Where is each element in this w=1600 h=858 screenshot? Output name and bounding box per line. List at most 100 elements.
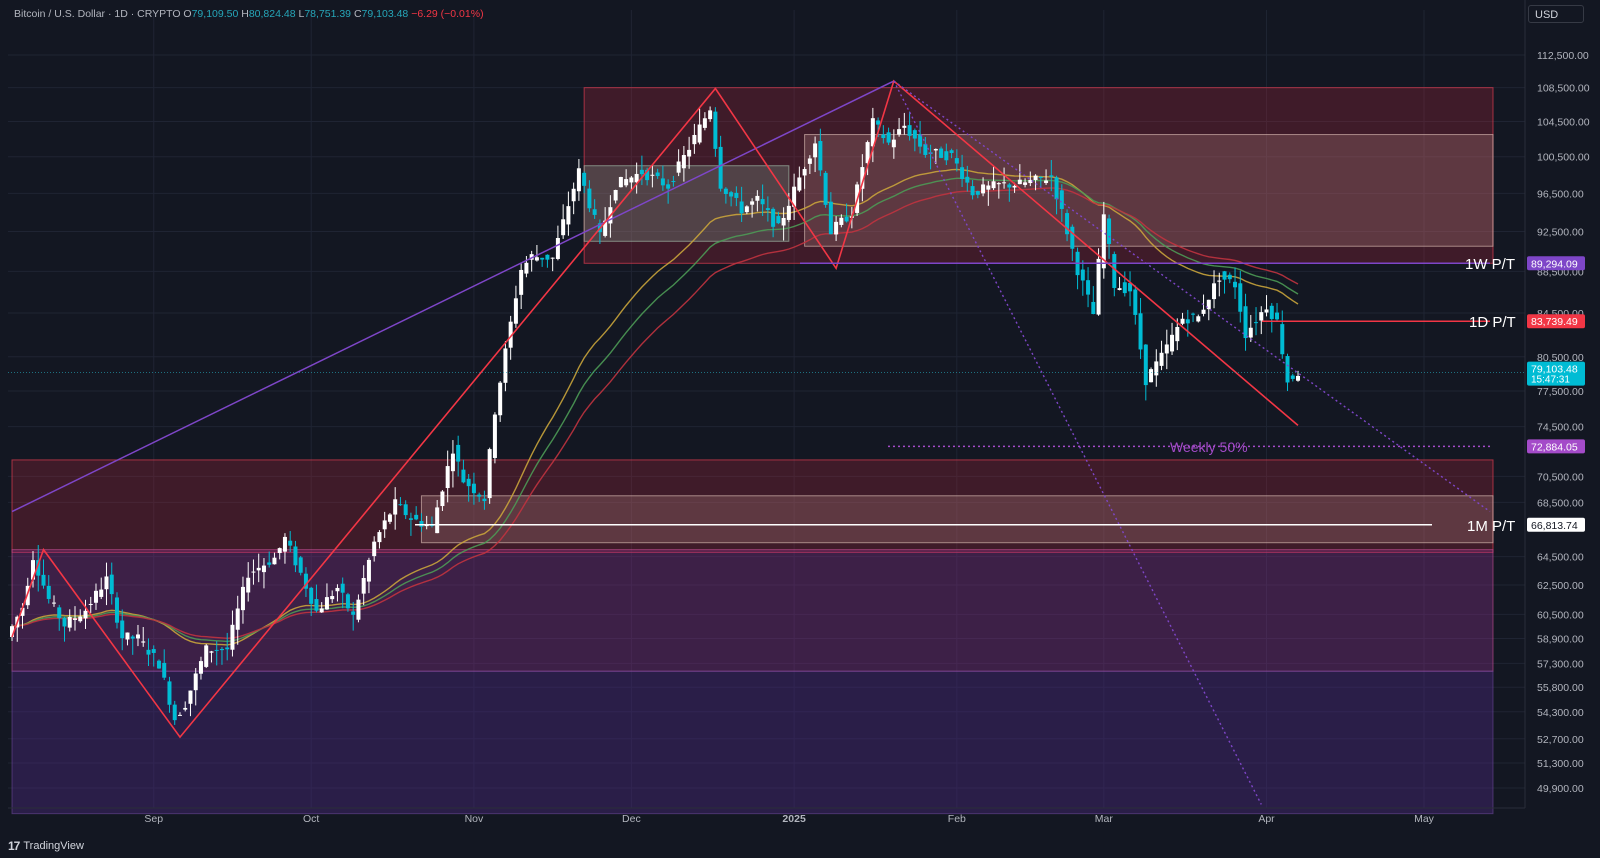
candle-body xyxy=(1128,282,1133,292)
candle-body xyxy=(256,567,261,571)
candle-body xyxy=(361,578,366,594)
candle-body xyxy=(933,148,938,151)
candle-body xyxy=(130,636,135,639)
candle-body xyxy=(1269,305,1274,319)
candle-body xyxy=(1086,280,1091,295)
candle-body xyxy=(141,641,146,643)
candle-body xyxy=(477,494,482,497)
candle-body xyxy=(786,205,791,220)
candle-body xyxy=(1017,179,1022,185)
candle-body xyxy=(78,616,83,622)
candle-body xyxy=(834,221,839,235)
candle-body xyxy=(314,599,319,611)
candle-body xyxy=(10,626,14,638)
candle-body xyxy=(403,504,408,516)
candle-body xyxy=(613,189,618,201)
zone-red xyxy=(583,87,1494,264)
candle-body xyxy=(944,151,949,161)
price-level-tag-text: 72,884.05 xyxy=(1531,441,1578,453)
candle-body xyxy=(571,188,576,202)
candle-body xyxy=(377,532,382,543)
candle-body xyxy=(765,208,770,211)
candle-body xyxy=(807,158,812,164)
candle-body xyxy=(739,201,744,214)
time-tick-label: Mar xyxy=(1095,813,1114,825)
candle-body xyxy=(324,597,329,610)
candle-body xyxy=(1290,375,1295,379)
time-tick-label: Sep xyxy=(144,813,163,825)
time-tick-label: May xyxy=(1414,813,1435,825)
candle-body xyxy=(996,183,1001,185)
candle-body xyxy=(471,483,476,494)
candle-body xyxy=(1217,280,1222,282)
candle-body xyxy=(723,188,728,194)
candle-body xyxy=(876,120,881,125)
time-tick-label: Nov xyxy=(465,813,484,825)
candle-body xyxy=(907,125,912,136)
open-value: 79,109.50 xyxy=(191,8,239,20)
candle-body xyxy=(1238,283,1243,312)
price-tick-label: 74,500.00 xyxy=(1537,422,1584,434)
currency-button[interactable]: USD xyxy=(1528,5,1584,23)
price-tick-label: 92,500.00 xyxy=(1537,226,1584,238)
candle-body xyxy=(251,571,256,573)
price-tick-label: 64,500.00 xyxy=(1537,552,1584,564)
candle-body xyxy=(204,645,209,667)
footer-brand: TradingView xyxy=(23,840,84,852)
price-tick-label: 100,500.00 xyxy=(1537,152,1590,164)
candle-body xyxy=(1175,327,1180,342)
candle-body xyxy=(881,134,886,139)
price-tick-label: 49,900.00 xyxy=(1537,783,1584,795)
candle-body xyxy=(718,146,723,189)
candle-body xyxy=(387,514,392,522)
candle-body xyxy=(839,217,844,225)
candle-body xyxy=(1038,176,1043,179)
candle-body xyxy=(634,173,639,183)
candle-body xyxy=(456,444,461,462)
candle-body xyxy=(1096,258,1101,315)
change-value: −6.29 (−0.01%) xyxy=(411,8,484,20)
candle-body xyxy=(83,610,88,619)
candle-body xyxy=(970,186,975,196)
candle-body xyxy=(813,143,818,158)
zone-deep-purple xyxy=(11,670,1494,815)
candle-body xyxy=(461,469,466,483)
candle-body xyxy=(1002,182,1007,184)
candle-body xyxy=(524,262,529,274)
candle-body xyxy=(177,714,182,716)
candle-body xyxy=(1028,179,1033,184)
time-tick-label: 2025 xyxy=(782,813,806,825)
candle-body xyxy=(886,132,891,143)
candle-body xyxy=(151,649,156,653)
countdown-text: 15:47:31 xyxy=(1531,375,1570,386)
candle-body xyxy=(1101,214,1106,269)
candle-body xyxy=(802,169,807,176)
price-tick-label: 55,800.00 xyxy=(1537,682,1584,694)
candle-body xyxy=(156,660,161,669)
candle-body xyxy=(918,134,923,147)
candle-body xyxy=(172,704,177,721)
candle-body xyxy=(781,217,786,226)
candle-body xyxy=(645,169,650,181)
zone-red xyxy=(11,459,1494,553)
candle-body xyxy=(1143,344,1148,386)
purple-trendline xyxy=(11,80,895,513)
candle-body xyxy=(923,144,928,155)
candle-body xyxy=(30,560,35,580)
candle-body xyxy=(1117,288,1122,291)
candle-body xyxy=(67,616,72,628)
candle-body xyxy=(1254,322,1259,324)
candle-body xyxy=(356,599,361,620)
candle-body xyxy=(702,118,707,128)
candle-body xyxy=(498,382,503,416)
price-tick-label: 80,500.00 xyxy=(1537,352,1584,364)
candle-body xyxy=(949,150,954,154)
candle-body xyxy=(1259,312,1264,321)
candle-body xyxy=(844,216,849,222)
candle-body xyxy=(624,179,629,186)
price-tick-label: 104,500.00 xyxy=(1537,117,1590,129)
candle-body xyxy=(230,624,235,650)
symbol-name: Bitcoin / U.S. Dollar · 1D · CRYPTO xyxy=(14,8,181,20)
candle-body xyxy=(576,168,581,192)
